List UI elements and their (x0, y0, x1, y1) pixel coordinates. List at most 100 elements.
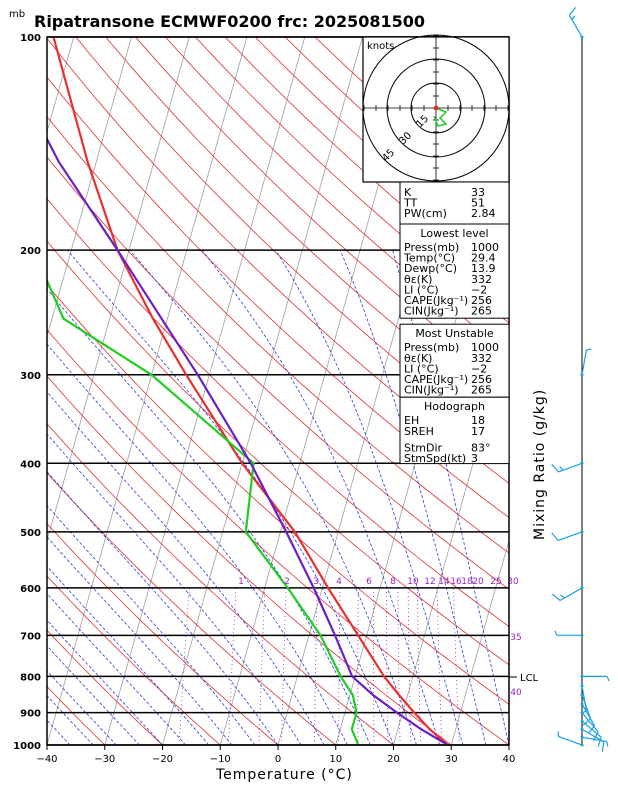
table-label: LI (°C) (404, 362, 439, 375)
pressure-tick-label: 1000 (13, 741, 41, 752)
profile-dewpoint (47, 277, 360, 745)
moist-adiabat-line (47, 433, 302, 745)
moist-adiabat-line (47, 505, 256, 745)
moist-adiabat-line (47, 391, 325, 745)
wind-barb-flag (597, 737, 602, 747)
moist-adiabat-line (47, 343, 348, 745)
table-value: 2.84 (471, 207, 496, 220)
mixing-ratio-label: 1 (238, 577, 244, 587)
isotherm-line (0, 37, 16, 745)
moist-adiabat-line (47, 744, 48, 745)
table-label: Dewp(°C) (404, 262, 457, 275)
dry-adiabat-line (47, 284, 509, 705)
mixing-ratio-label: 30 (507, 577, 519, 587)
wind-barb-dot (580, 727, 584, 731)
temperature-tick-label: −20 (152, 754, 173, 765)
wind-barb-half (606, 741, 609, 747)
mixing-ratio-label: 18 (461, 577, 473, 587)
isotherm-line (104, 37, 306, 745)
isotherm-line (47, 37, 190, 543)
table-value: −2 (471, 283, 487, 296)
pressure-axis: 100 200 300 400 500 600 700 800 900 1000 (13, 33, 41, 752)
temperature-tick-label: 30 (445, 754, 458, 765)
wind-barb-dot (580, 702, 584, 706)
hodograph-trace (433, 107, 448, 127)
mixing-ratio-label: 40 (510, 688, 522, 698)
isotherm-line (47, 37, 132, 338)
table-label: TT (403, 197, 418, 210)
table-label: Temp(°C) (403, 252, 455, 265)
table-label: CAPE(Jkg⁻¹) (404, 294, 468, 307)
moist-adiabat-line (275, 249, 464, 745)
mixing-ratio-line (228, 587, 237, 745)
temperature-tick-label: 10 (329, 754, 342, 765)
moist-adiabat-line (47, 593, 186, 745)
moist-adiabat-line (47, 670, 117, 745)
profile-parcel (47, 136, 449, 745)
mixing-ratio-label: 12 (424, 577, 435, 587)
dry-adiabat-line (47, 329, 509, 745)
isotherm-line (450, 539, 509, 745)
table-label: SREH (404, 425, 434, 438)
dry-adiabat-line (105, 37, 509, 418)
table-value: 29.4 (471, 252, 496, 265)
wind-barbs (551, 7, 610, 752)
table-label: θε(K) (404, 352, 432, 365)
wind-barb-dot (580, 743, 584, 747)
mixing-ratio-line (258, 587, 266, 745)
temperature-tick-label: −10 (210, 754, 231, 765)
wind-barb-dot (580, 674, 584, 678)
wind-barb-dot (580, 684, 584, 688)
wind-barb-half (581, 710, 587, 714)
wind-barb (558, 735, 583, 746)
table-label: Press(mb) (404, 341, 459, 354)
moist-adiabat-line (129, 249, 417, 745)
wind-barb-dot (580, 530, 584, 534)
dry-adiabat-line (195, 37, 509, 324)
isotherm-line (162, 37, 363, 745)
dry-adiabat-line (47, 375, 452, 745)
temperature-tick-label: −30 (94, 754, 115, 765)
wind-barb (581, 685, 587, 711)
mixing-ratio-line (338, 587, 341, 745)
table-label: StmSpd(kt) (404, 452, 466, 465)
dry-adiabat-line (47, 156, 509, 590)
dry-adiabat-line (47, 685, 106, 745)
table-value: 51 (471, 197, 485, 210)
moist-adiabat-line (47, 719, 71, 745)
temperature-tick-label: 40 (503, 754, 516, 765)
table-header: Hodograph (424, 400, 485, 413)
wind-barb-half (571, 15, 576, 20)
pressure-tick-label: 900 (20, 709, 41, 720)
wind-barb-flag (551, 463, 559, 473)
wind-barb-flag (552, 593, 561, 601)
table-value: 33 (471, 186, 485, 199)
table-value: 1000 (471, 241, 499, 254)
table-header: Most Unstable (415, 327, 494, 340)
wind-barb (581, 703, 596, 727)
wind-barb-half (560, 594, 565, 599)
wind-barb-dot (580, 586, 584, 590)
dry-adiabat-line (47, 240, 509, 666)
table-value: 13.9 (471, 262, 496, 275)
wind-barb (568, 14, 583, 38)
moist-adiabat-line (47, 536, 233, 745)
wind-barb-flag (601, 741, 605, 752)
table-value: 83° (471, 441, 491, 454)
mixing-ratio-label: 2 (284, 577, 290, 587)
moist-adiabat-line (47, 565, 210, 745)
table-label: K (404, 186, 412, 199)
wind-barb (581, 349, 587, 375)
mixing-ratio-label: 6 (366, 577, 372, 587)
dry-adiabat-line (47, 629, 163, 745)
table-value: 256 (471, 373, 492, 386)
table-value: 3 (471, 452, 478, 465)
chart-title: Ripatransone ECMWF0200 frc: 2025081500 (34, 12, 425, 31)
dry-adiabat-line (47, 76, 509, 519)
wind-barb (558, 531, 583, 542)
sounding-profiles (47, 37, 449, 745)
mixing-ratio-label: 10 (407, 577, 419, 587)
